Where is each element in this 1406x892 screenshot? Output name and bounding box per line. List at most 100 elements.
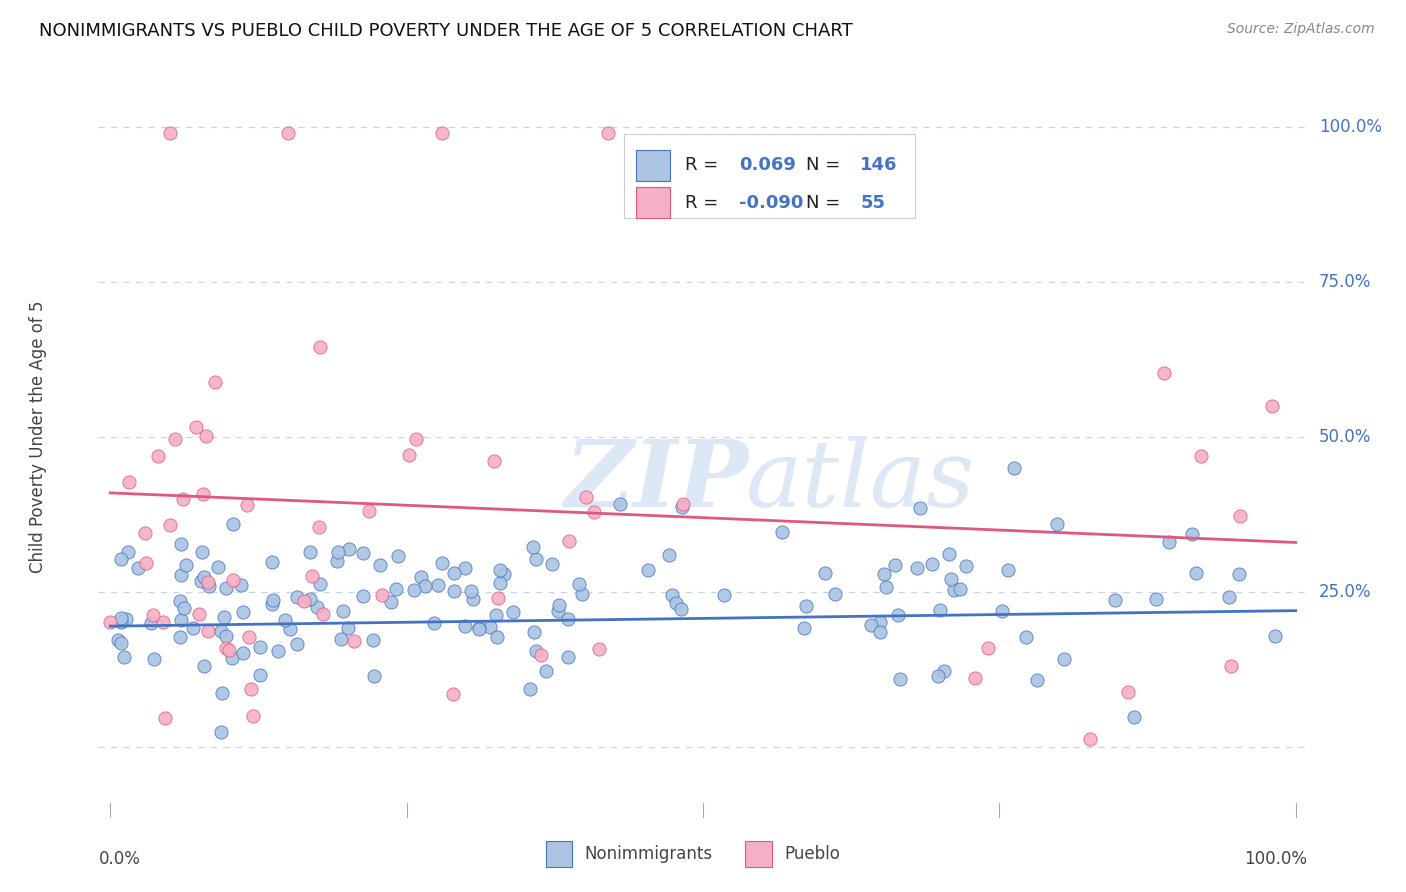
Point [430, 556, 453, 570]
Point [813, 566, 835, 580]
Point [485, 607, 508, 622]
Point [312, 607, 335, 622]
Point [484, 454, 506, 468]
Point [661, 588, 683, 602]
Point [530, 648, 553, 662]
Point [398, 448, 420, 462]
Point [170, 567, 193, 582]
Point [309, 577, 332, 591]
Point [285, 637, 308, 651]
Point [207, 560, 229, 574]
Point [352, 546, 374, 560]
Point [443, 566, 465, 580]
Point [887, 608, 910, 623]
Point [215, 581, 238, 595]
Point [277, 126, 299, 140]
Point [330, 632, 353, 646]
Text: atlas: atlas [745, 436, 974, 526]
Point [222, 516, 245, 531]
Text: N =: N = [806, 194, 846, 211]
Text: 146: 146 [860, 156, 897, 175]
Point [184, 419, 207, 434]
Point [301, 569, 323, 583]
Point [873, 566, 896, 581]
Point [1123, 710, 1146, 724]
Point [232, 646, 254, 660]
FancyBboxPatch shape [624, 134, 915, 218]
Text: 25.0%: 25.0% [1319, 583, 1371, 601]
Point [402, 582, 425, 597]
Point [112, 649, 135, 664]
Point [460, 584, 482, 599]
Point [209, 624, 232, 639]
Point [352, 590, 374, 604]
Point [884, 558, 907, 573]
Point [134, 525, 156, 540]
Point [218, 643, 240, 657]
Point [110, 615, 132, 629]
Point [671, 500, 693, 514]
Point [170, 537, 193, 551]
Text: R =: R = [685, 156, 724, 175]
Point [190, 574, 212, 588]
Point [1261, 399, 1284, 413]
Text: 50.0%: 50.0% [1319, 428, 1371, 446]
Point [905, 561, 928, 575]
Point [1185, 566, 1208, 580]
Point [1104, 593, 1126, 607]
Point [713, 588, 735, 602]
Point [990, 604, 1012, 618]
Point [139, 615, 162, 630]
Point [943, 582, 966, 597]
Point [215, 641, 238, 656]
Text: ZIP: ZIP [564, 436, 748, 526]
Point [1015, 630, 1038, 644]
Text: R =: R = [685, 194, 724, 211]
Point [325, 554, 347, 568]
Point [997, 563, 1019, 577]
Point [965, 671, 987, 685]
Point [197, 574, 219, 589]
Point [380, 595, 402, 609]
Text: 0.0%: 0.0% [98, 850, 141, 868]
Text: Source: ZipAtlas.com: Source: ZipAtlas.com [1227, 22, 1375, 37]
Point [260, 555, 283, 569]
Point [467, 622, 489, 636]
Point [135, 557, 157, 571]
Point [1002, 461, 1025, 475]
Point [163, 432, 186, 446]
Point [1181, 526, 1204, 541]
Point [191, 545, 214, 559]
Point [368, 558, 391, 572]
Bar [637, 150, 671, 181]
Point [142, 608, 165, 623]
Point [198, 579, 221, 593]
Point [557, 649, 579, 664]
Point [142, 651, 165, 665]
Point [522, 540, 544, 554]
Point [571, 586, 593, 600]
Point [214, 610, 236, 624]
Point [486, 591, 509, 606]
Point [326, 545, 349, 559]
Point [770, 524, 793, 539]
Point [547, 604, 569, 618]
Point [1229, 509, 1251, 524]
Point [260, 597, 283, 611]
Point [181, 621, 204, 635]
Point [197, 624, 219, 639]
Text: 100.0%: 100.0% [1319, 118, 1382, 136]
Point [274, 613, 297, 627]
Point [173, 601, 195, 615]
Point [336, 621, 359, 635]
Point [413, 579, 436, 593]
Point [332, 604, 354, 618]
Point [463, 591, 485, 606]
Point [1144, 592, 1167, 607]
Point [240, 681, 263, 696]
Point [859, 618, 882, 632]
Point [454, 618, 477, 632]
Point [342, 634, 364, 648]
Point [479, 620, 502, 634]
Point [209, 725, 232, 739]
